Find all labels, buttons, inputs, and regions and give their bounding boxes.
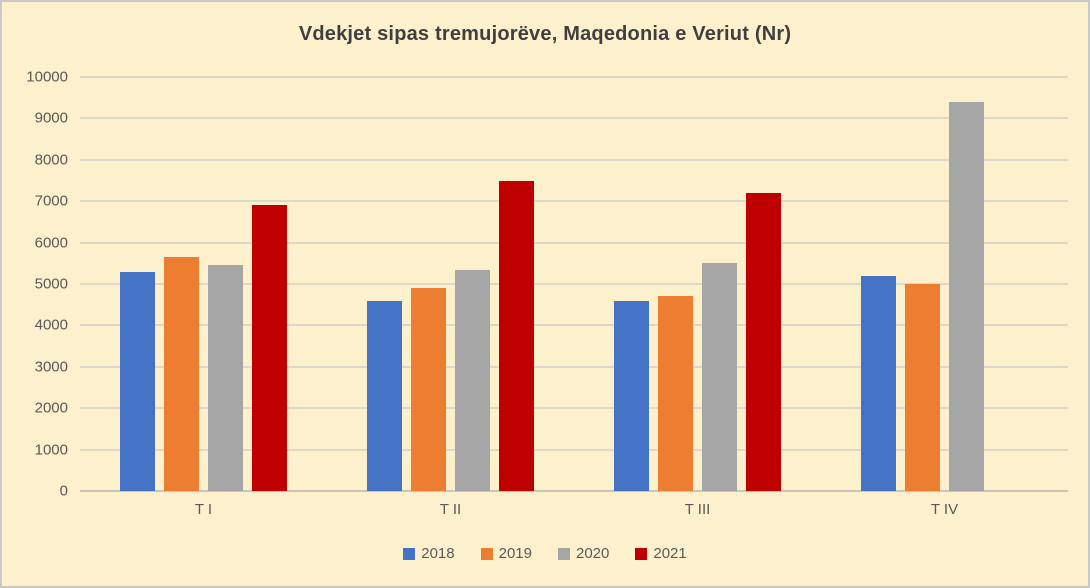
bar-2019-t-iv[interactable] <box>905 284 940 491</box>
bar-2021-t-i[interactable] <box>252 205 287 491</box>
x-tick-label-t-iii: T III <box>684 501 711 518</box>
gridline-6000 <box>80 241 1068 244</box>
bar-2020-t-ii[interactable] <box>455 269 490 491</box>
legend-item-2020[interactable]: 2020 <box>558 545 609 562</box>
legend-label-2019: 2019 <box>498 545 532 562</box>
legend-marker-2020-icon <box>558 547 570 560</box>
y-tick-label-8000: 8000 <box>34 151 68 169</box>
y-tick-label-10000: 10000 <box>26 68 68 86</box>
bar-2018-t-i[interactable] <box>120 271 155 491</box>
bar-2020-t-iii[interactable] <box>702 263 737 491</box>
bar-2018-t-ii[interactable] <box>367 300 402 491</box>
legend-label-2021: 2021 <box>653 545 687 562</box>
gridline-9000 <box>80 117 1068 120</box>
legend-marker-2018-icon <box>403 547 416 560</box>
bar-series <box>80 77 1068 491</box>
y-tick-label-4000: 4000 <box>34 316 68 334</box>
y-tick-label-5000: 5000 <box>34 275 68 293</box>
y-axis: 0 1000 2000 3000 4000 5000 6000 7000 8000 9000 100… <box>2 70 68 499</box>
x-tick-label-t-ii: T II <box>439 501 462 518</box>
chart-title: Vdekjet sipas tremujorëve, Maqedonia e V… <box>298 23 792 45</box>
x-axis: T I T II T III T IV <box>80 501 1068 518</box>
legend: 2018 2019 2020 2021 <box>2 545 1088 562</box>
legend-label-2020: 2020 <box>576 545 610 562</box>
bar-group-t-ii <box>327 77 574 491</box>
gridline-7000 <box>80 200 1068 203</box>
bar-2021-t-ii[interactable] <box>499 180 534 491</box>
bar-2019-t-iii[interactable] <box>658 296 693 491</box>
gridline-10000 <box>80 76 1068 78</box>
legend-label-2018: 2018 <box>421 545 455 562</box>
x-tick-label-t-i: T I <box>194 501 213 518</box>
gridline-3000 <box>80 365 1068 368</box>
x-axis-line <box>80 490 1068 492</box>
bar-2018-t-iii[interactable] <box>614 300 649 491</box>
y-tick-label-0: 0 <box>59 482 68 500</box>
gridline-5000 <box>80 283 1068 285</box>
y-tick-label-6000: 6000 <box>34 234 68 252</box>
plot-area <box>80 76 1068 492</box>
legend-item-2019[interactable]: 2019 <box>480 545 532 562</box>
gridline-8000 <box>80 158 1068 161</box>
legend-item-2021[interactable]: 2021 <box>635 545 687 562</box>
gridline-2000 <box>80 407 1068 410</box>
y-tick-label-1000: 1000 <box>34 441 68 459</box>
bar-2018-t-iv[interactable] <box>861 275 896 491</box>
bar-2019-t-ii[interactable] <box>411 288 446 491</box>
legend-marker-2021-icon <box>635 547 648 560</box>
gridline-1000 <box>80 448 1068 451</box>
y-tick-label-2000: 2000 <box>34 399 68 417</box>
bar-2019-t-i[interactable] <box>164 257 199 491</box>
bar-2020-t-i[interactable] <box>208 265 243 491</box>
bar-group-t-i <box>80 77 327 491</box>
legend-marker-2019-icon <box>480 547 493 560</box>
y-tick-label-7000: 7000 <box>34 192 68 210</box>
x-tick-label-t-iv: T IV <box>930 501 959 518</box>
y-tick-label-9000: 9000 <box>34 109 68 127</box>
bar-group-t-iii <box>574 77 821 491</box>
bar-2020-t-iv[interactable] <box>949 101 984 491</box>
legend-item-2018[interactable]: 2018 <box>403 545 455 562</box>
bar-group-t-iv <box>821 77 1068 491</box>
gridline-4000 <box>80 324 1068 327</box>
y-tick-label-3000: 3000 <box>34 358 68 376</box>
bar-2021-t-iii[interactable] <box>746 192 781 491</box>
